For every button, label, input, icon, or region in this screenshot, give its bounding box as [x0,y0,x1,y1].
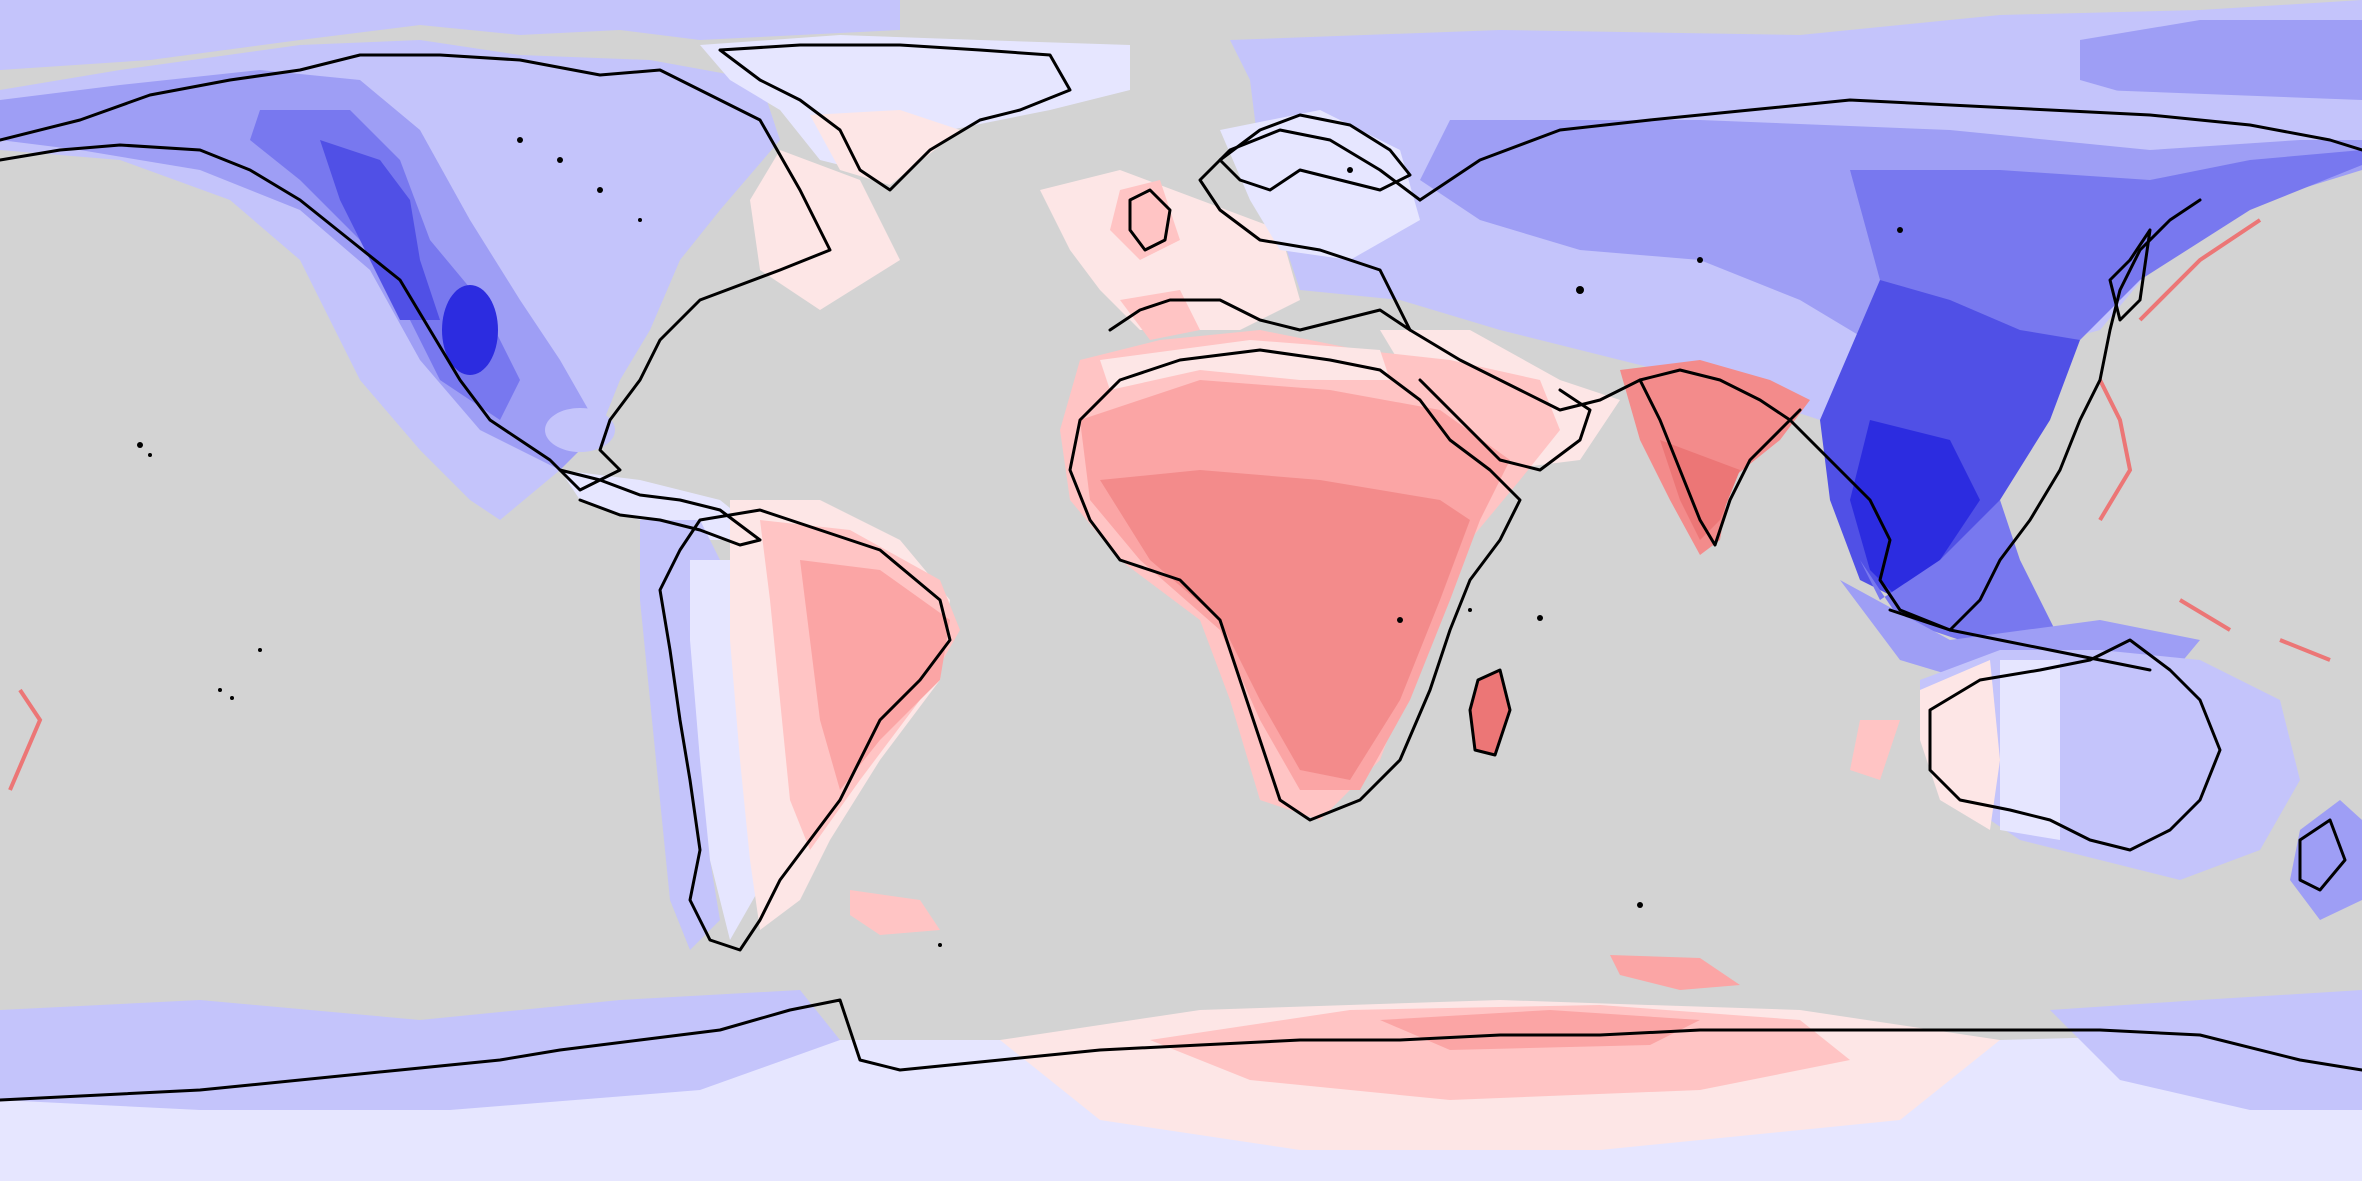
southern-ocean-pink [1610,955,1740,990]
asia-south-coastline [1408,328,1952,632]
sw-pacific-arc [2178,598,2232,632]
india-outer [1620,360,1810,555]
indonesia-coastline [1888,608,2152,672]
sa-brazil-core [800,560,950,790]
north-america-field [0,40,780,540]
na-core [320,140,440,320]
lake-speck [1697,257,1703,263]
australia-coastline [1928,638,2222,852]
island-speck [218,688,222,692]
new-zealand-field [2290,800,2362,920]
europe-coastline [1108,128,1422,332]
australia-field [1850,650,2362,920]
se-asia-outer [1820,480,2060,650]
central-america-coastline [558,468,762,547]
nw-atlantic-field [750,150,900,310]
pacific-west-pink [1850,720,1900,780]
antarctica-coastline [0,998,2362,1102]
madagascar-field [1470,670,1510,755]
island-speck [148,453,152,457]
europe-pink [1040,170,1300,330]
island-speck [258,648,262,652]
south-america-coastline [658,508,952,952]
islands-and-lakes [137,137,1903,947]
scandinavia-coastline [1218,113,1412,192]
antarctica-east-mid [2050,990,2362,1110]
antarctica-pink-core [1380,1010,1700,1050]
arabia-coastline [1418,378,1592,472]
uk-coastline [1128,188,1172,252]
lake-speck [557,157,563,163]
lake-speck [1397,617,1403,623]
lake-speck [1576,286,1584,294]
new-zealand-coastline [2298,818,2347,892]
india-coastline [1638,378,1802,547]
mariana-arc [2098,379,2133,522]
eurasia-coastline [1418,98,2362,202]
australia-light [2000,660,2060,840]
tonga-arc [2279,638,2331,662]
africa-field [1060,330,1560,820]
se-asia-core [1850,420,1980,600]
europe-pink-dark [1120,290,1200,340]
lake-speck [597,187,603,193]
greenland-field [700,35,1130,175]
japan-coastline [2108,228,2152,322]
na-rockies-core [442,285,498,375]
greenland-coastline [718,43,1072,192]
island-speck [137,442,143,448]
island-speck [1468,608,1472,612]
madagascar-coastline [1468,668,1512,757]
lake-speck [638,218,642,222]
arctic-west-band [0,0,900,70]
south-atlantic-pink [850,890,940,935]
antarctica-field [0,955,2362,1181]
island-speck [230,696,234,700]
india-field [1620,360,1810,555]
india-core [1660,440,1740,540]
antarctica-west-mid [0,990,840,1110]
greenland-south-field [810,110,960,185]
east-asia-coastline [1948,198,2202,632]
central-america [560,470,770,540]
africa-core [1100,470,1470,780]
island-speck [938,943,942,947]
lake-speck [1347,167,1353,173]
scandinavia-light [1220,110,1420,260]
lake-speck [517,137,523,143]
coastlines [0,43,2362,1102]
east-pacific-patch [8,688,43,791]
ocean-arcs [8,218,2331,791]
gulf-patch [545,408,615,452]
island-speck [1637,902,1643,908]
africa-coastline [1068,348,1522,822]
eurasia-dark [1850,150,2362,360]
japan-trench-arc [2138,218,2262,322]
island-speck [1537,615,1543,621]
lake-speck [1897,227,1903,233]
south-america-field [640,500,960,950]
north-america-coastline [0,53,832,492]
eurasia-field [1220,70,2362,700]
north-africa-light [1100,340,1390,390]
